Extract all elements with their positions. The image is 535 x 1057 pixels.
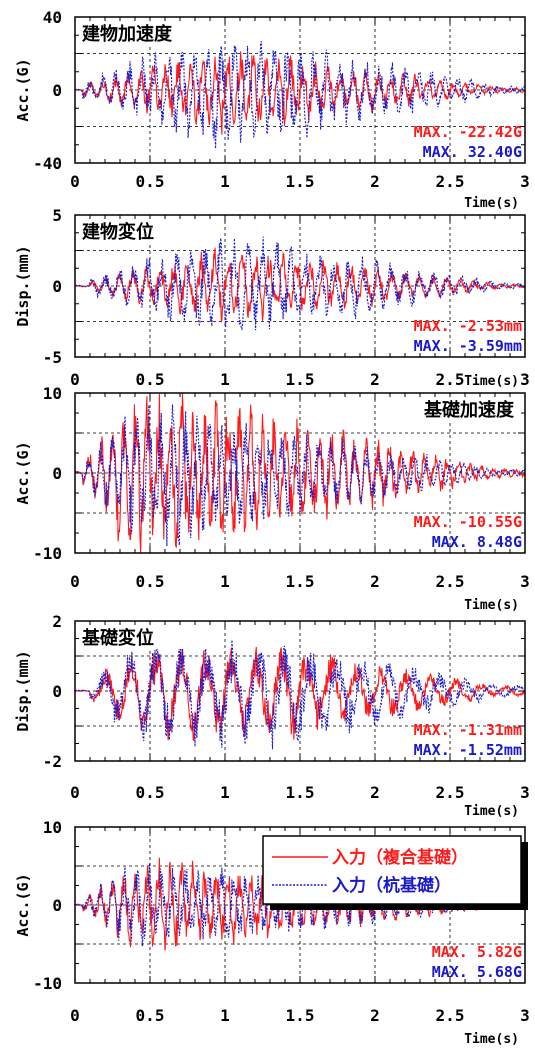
panel-title-bg bbox=[386, 397, 518, 421]
y-axis-label: Disp.(mm) bbox=[14, 650, 32, 731]
y-tick-label: -10 bbox=[33, 974, 62, 993]
max-label-red: MAX. -10.55G bbox=[414, 513, 522, 531]
x-tick-label: 0 bbox=[70, 370, 80, 389]
x-axis-label: Time(s) bbox=[464, 804, 519, 819]
x-tick-label: 0.5 bbox=[136, 1006, 165, 1025]
x-tick-label: 1 bbox=[220, 1006, 230, 1025]
x-tick-label: 0.5 bbox=[136, 783, 165, 802]
series-blue-line bbox=[75, 637, 525, 750]
y-axis-label: Acc.(G) bbox=[14, 873, 32, 936]
x-axis-label: Time(s) bbox=[464, 1032, 519, 1047]
x-tick-label: 3 bbox=[520, 783, 530, 802]
x-axis-label: Time(s) bbox=[464, 598, 519, 613]
y-tick-label: 40 bbox=[43, 8, 62, 27]
panel-title-bg bbox=[80, 219, 218, 243]
x-tick-label: 0 bbox=[70, 172, 80, 191]
series-red-line bbox=[75, 51, 525, 135]
y-tick-label: 2 bbox=[52, 612, 62, 631]
x-tick-label: 1 bbox=[220, 572, 230, 591]
y-axis-label: Acc.(G) bbox=[14, 58, 32, 121]
y-tick-label: 0 bbox=[52, 896, 62, 915]
panel-title-bg bbox=[80, 21, 218, 45]
x-tick-label: 3 bbox=[520, 172, 530, 191]
panel-title: 建物加速度 bbox=[82, 23, 173, 45]
chart-panel-1: 0 0.5 1 1.5 2 2.5 3 40 0 -40 Acc.(G) Time(s) 建物加速度 MA… bbox=[14, 8, 530, 211]
y-tick-label: 0 bbox=[52, 682, 62, 701]
y-tick-label: -10 bbox=[33, 544, 62, 563]
legend: 入力（複合基礎） 入力（杭基礎） bbox=[262, 835, 528, 910]
max-label-red: MAX. -22.42G bbox=[414, 123, 522, 141]
legend-label-blue: 入力（杭基礎） bbox=[332, 875, 451, 896]
y-tick-label: -5 bbox=[43, 348, 62, 367]
max-label-red: MAX. -1.31mm bbox=[414, 721, 522, 739]
x-tick-label: 1.5 bbox=[286, 783, 315, 802]
x-tick-label: 1.5 bbox=[286, 370, 315, 389]
x-tick-label: 1.5 bbox=[286, 172, 315, 191]
x-tick-label: 2.5 bbox=[436, 572, 465, 591]
max-label-red: MAX. 5.82G bbox=[432, 943, 522, 961]
x-tick-label: 3 bbox=[520, 370, 530, 389]
x-tick-label: 3 bbox=[520, 572, 530, 591]
y-tick-label: -40 bbox=[33, 154, 62, 173]
chart-panel-3: 0 0.5 1 1.5 2 2.5 3 10 0 -10 Acc.(G) Time(s) 基礎加速度 MA… bbox=[14, 384, 530, 613]
chart-panel-4: 0 0.5 1 1.5 2 2.5 3 2 0 -2 Disp.(mm) Time(s) 基礎変位 MAX… bbox=[14, 612, 530, 819]
x-tick-label: 2.5 bbox=[436, 370, 465, 389]
x-tick-label: 2.5 bbox=[436, 1006, 465, 1025]
chart-panel-2: 0 0.5 1 1.5 2 2.5 3 5 0 -5 Disp.(mm) Time(s) 建物変位 MAX… bbox=[14, 206, 530, 389]
legend-label-red: 入力（複合基礎） bbox=[332, 847, 468, 868]
series-blue-line bbox=[75, 863, 525, 947]
series-blue-line bbox=[75, 41, 525, 149]
x-axis-label: Time(s) bbox=[464, 374, 519, 389]
x-tick-label: 2.5 bbox=[436, 172, 465, 191]
x-tick-label: 2.5 bbox=[436, 783, 465, 802]
x-tick-label: 0 bbox=[70, 783, 80, 802]
series-blue-line bbox=[75, 236, 525, 332]
max-label-blue: MAX. 32.40G bbox=[423, 143, 522, 161]
x-tick-label: 0 bbox=[70, 1006, 80, 1025]
max-label-red: MAX. -2.53mm bbox=[414, 317, 522, 335]
x-tick-label: 0 bbox=[70, 572, 80, 591]
plot-frame bbox=[74, 16, 526, 164]
x-tick-label: 1.5 bbox=[286, 1006, 315, 1025]
plot-frame bbox=[74, 392, 526, 554]
y-tick-label: 10 bbox=[43, 384, 62, 403]
y-tick-label: -2 bbox=[43, 752, 62, 771]
plot-frame bbox=[74, 620, 526, 762]
max-label-blue: MAX. 5.68G bbox=[432, 963, 522, 981]
panel-title: 建物変位 bbox=[82, 221, 154, 243]
x-tick-label: 1 bbox=[220, 172, 230, 191]
x-tick-label: 2 bbox=[370, 370, 380, 389]
x-tick-label: 0.5 bbox=[136, 572, 165, 591]
x-tick-label: 1 bbox=[220, 370, 230, 389]
x-tick-label: 3 bbox=[520, 1006, 530, 1025]
x-tick-label: 2 bbox=[370, 572, 380, 591]
x-tick-label: 2 bbox=[370, 1006, 380, 1025]
x-tick-label: 0.5 bbox=[136, 172, 165, 191]
panel-title: 基礎加速度 bbox=[423, 399, 515, 421]
x-tick-label: 2 bbox=[370, 172, 380, 191]
x-tick-label: 1 bbox=[220, 783, 230, 802]
y-axis-label: Acc.(G) bbox=[14, 441, 32, 504]
x-tick-label: 2 bbox=[370, 783, 380, 802]
max-label-blue: MAX. -1.52mm bbox=[414, 741, 522, 759]
y-tick-label: 10 bbox=[43, 818, 62, 837]
y-tick-label: 0 bbox=[52, 81, 62, 100]
max-label-blue: MAX. 8.48G bbox=[432, 533, 522, 551]
y-tick-label: 0 bbox=[52, 464, 62, 483]
y-tick-label: 5 bbox=[52, 206, 62, 225]
max-label-blue: MAX. -3.59mm bbox=[414, 337, 522, 355]
panel-title-bg bbox=[80, 625, 218, 649]
y-axis-label: Disp.(mm) bbox=[14, 245, 32, 326]
y-tick-label: 0 bbox=[52, 277, 62, 296]
panel-title: 基礎変位 bbox=[81, 627, 154, 649]
x-tick-label: 0.5 bbox=[136, 370, 165, 389]
x-axis-label: Time(s) bbox=[464, 196, 519, 211]
series-red-line bbox=[75, 393, 525, 553]
series-blue-line bbox=[75, 404, 525, 547]
legend-box bbox=[262, 835, 522, 905]
x-tick-label: 1.5 bbox=[286, 572, 315, 591]
plot-frame bbox=[74, 214, 526, 358]
